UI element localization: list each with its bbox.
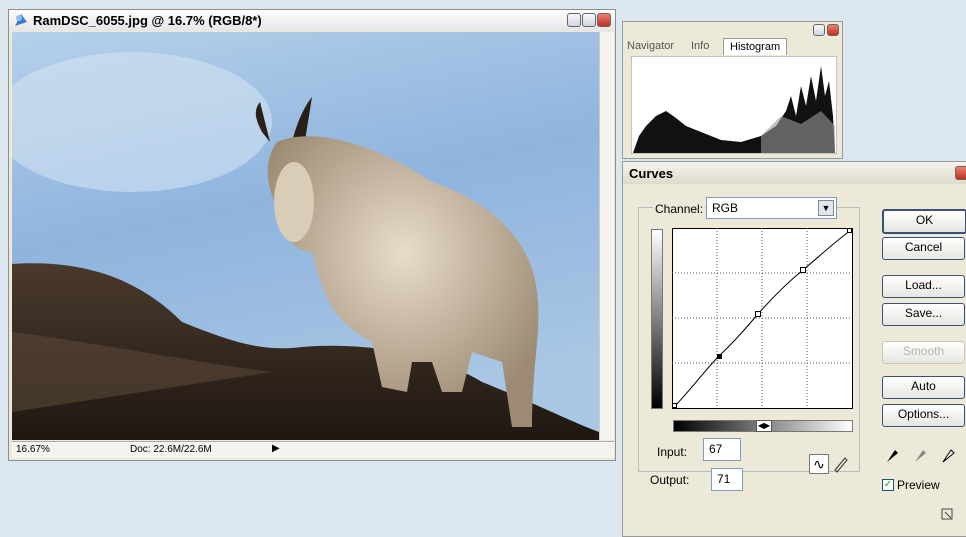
channel-value: RGB: [712, 201, 738, 215]
tab-info[interactable]: Info: [691, 40, 709, 52]
doc-info: Doc: 22.6M/22.6M: [130, 444, 212, 455]
preview-checkbox[interactable]: ✓: [882, 479, 894, 491]
vertical-scrollbar[interactable]: [599, 32, 614, 440]
pencil-tool[interactable]: [831, 454, 851, 474]
tab-histogram[interactable]: Histogram: [723, 38, 787, 55]
output-label: Output:: [650, 473, 689, 487]
palette-minimize[interactable]: [813, 24, 825, 36]
tab-navigator[interactable]: Navigator: [627, 40, 674, 52]
dropdown-arrow[interactable]: ▼: [818, 200, 834, 216]
palette-close[interactable]: [827, 24, 839, 36]
channel-label: Channel:: [653, 202, 705, 216]
smooth-button: Smooth: [882, 341, 965, 364]
title-bar: RamDSC_6055.jpg @ 16.7% (RGB/8*): [9, 10, 615, 31]
input-label: Input:: [657, 445, 687, 459]
window-title: RamDSC_6055.jpg @ 16.7% (RGB/8*): [33, 13, 262, 28]
photo: [12, 32, 599, 440]
output-field[interactable]: 71: [711, 468, 743, 491]
auto-button[interactable]: Auto: [882, 376, 965, 399]
cancel-button[interactable]: Cancel: [882, 237, 965, 260]
close-button[interactable]: [597, 13, 611, 27]
output-gradient: [651, 229, 663, 409]
ok-button[interactable]: OK: [882, 209, 966, 234]
curve-tool[interactable]: ∿: [809, 454, 829, 474]
status-bar: 16.67% Doc: 22.6M/22.6M ▶: [12, 441, 614, 458]
minimize-button[interactable]: [567, 13, 581, 27]
app-icon: [13, 12, 29, 28]
save-button[interactable]: Save...: [882, 303, 965, 326]
curve-graph[interactable]: [672, 228, 854, 410]
load-button[interactable]: Load...: [882, 275, 965, 298]
page: RamDSC_6055.jpg @ 16.7% (RGB/8*) 16.67% …: [0, 0, 966, 535]
maximize-button[interactable]: [582, 13, 596, 27]
preview-label[interactable]: Preview: [897, 478, 940, 492]
eyedroppers[interactable]: [885, 444, 965, 464]
document-window: RamDSC_6055.jpg @ 16.7% (RGB/8*) 16.67% …: [8, 9, 616, 461]
input-field[interactable]: 67: [703, 438, 741, 461]
curves-dialog: Curves Channel: RGB ▼ ◀▶ Input: 67 Output…: [622, 161, 966, 537]
histogram: [631, 56, 837, 154]
histogram-palette: Navigator Info Histogram: [622, 21, 843, 159]
gradient-toggle[interactable]: ◀▶: [756, 420, 772, 432]
resize-icon: [940, 507, 956, 523]
status-menu-arrow[interactable]: ▶: [272, 443, 280, 454]
zoom-level[interactable]: 16.67%: [16, 444, 50, 455]
dialog-title: Curves: [629, 166, 673, 181]
channel-dropdown[interactable]: RGB ▼: [706, 197, 837, 219]
dialog-close[interactable]: [955, 166, 966, 180]
options-button[interactable]: Options...: [882, 404, 965, 427]
dialog-title-bar: Curves: [623, 162, 966, 184]
